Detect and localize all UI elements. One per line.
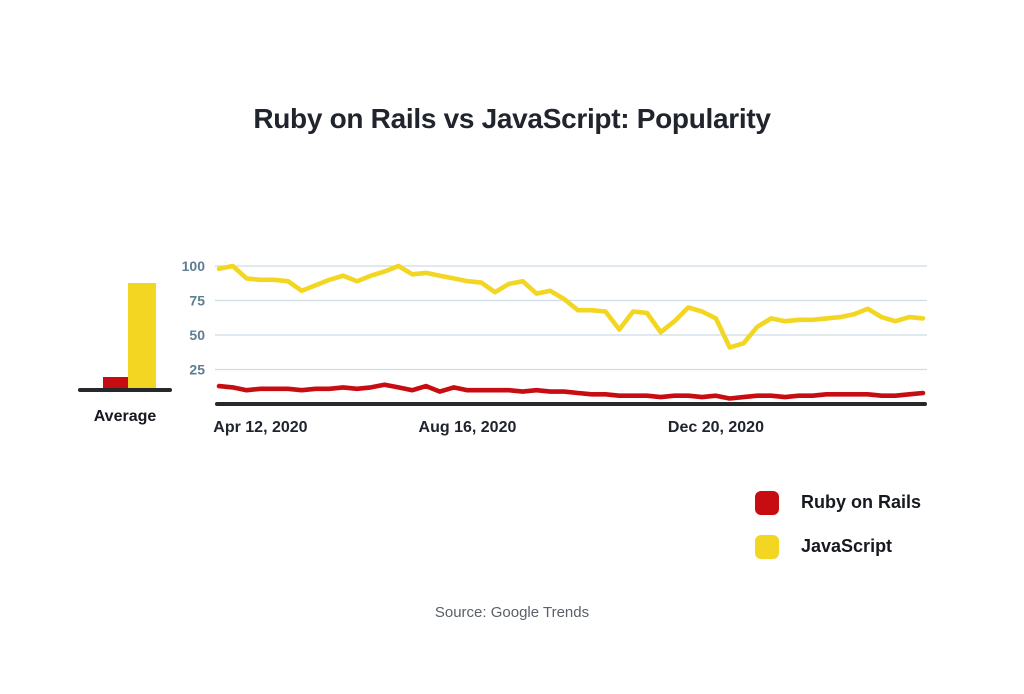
x-axis-line xyxy=(215,402,927,406)
legend-item-ruby-on-rails: Ruby on Rails xyxy=(755,490,921,515)
y-tick-label-25: 25 xyxy=(189,362,205,378)
average-label: Average xyxy=(93,408,157,425)
y-tick-label-50: 50 xyxy=(189,327,205,343)
line-ruby-on-rails xyxy=(216,382,926,401)
y-tick-label-75: 75 xyxy=(189,293,205,309)
line-javascript xyxy=(216,263,926,350)
chart-title: Ruby on Rails vs JavaScript: Popularity xyxy=(253,103,771,134)
legend-label-ruby-on-rails: Ruby on Rails xyxy=(801,492,922,512)
x-tick-label-1: Aug 16, 2020 xyxy=(419,419,517,436)
average-bar-chart: Average xyxy=(78,283,172,440)
average-bar-ruby-on-rails xyxy=(103,376,128,388)
y-tick-label-100: 100 xyxy=(182,258,206,274)
legend-item-javascript: JavaScript xyxy=(755,534,921,559)
source-note: Source: Google Trends xyxy=(434,604,590,621)
ruby-on-rails-swatch-icon xyxy=(755,490,779,515)
javascript-swatch-icon xyxy=(755,534,779,559)
legend-label-javascript: JavaScript xyxy=(801,536,893,556)
legend: Ruby on Rails JavaScript xyxy=(755,490,921,578)
x-tick-label-2: Dec 20, 2020 xyxy=(668,419,764,436)
x-tick-label-0: Apr 12, 2020 xyxy=(213,419,307,436)
average-axis-line xyxy=(78,388,172,392)
average-bar-javascript xyxy=(128,283,156,388)
